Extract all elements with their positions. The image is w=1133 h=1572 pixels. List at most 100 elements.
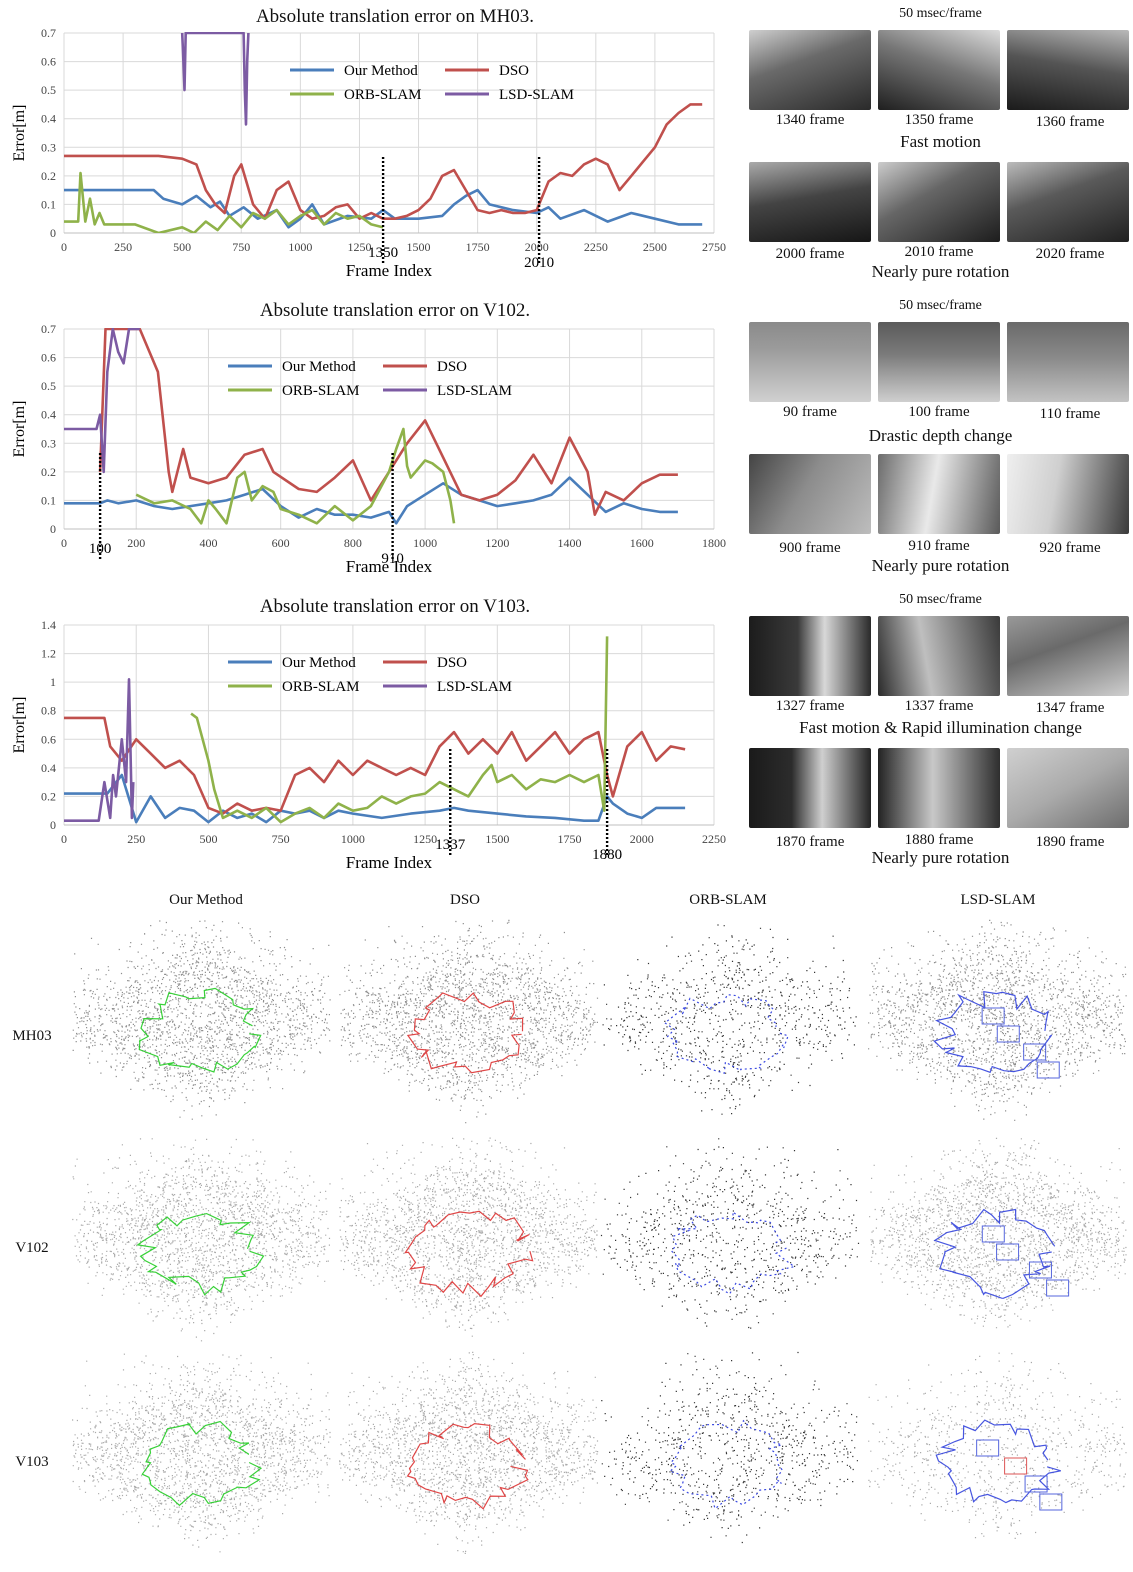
y-tick-label: 0.2 xyxy=(41,169,56,183)
frame-marker-label: 2010 xyxy=(524,255,554,271)
x-tick-label: 1000 xyxy=(413,536,437,550)
camera-frustum xyxy=(976,1439,1000,1457)
frame-marker-label: 910 xyxy=(381,551,404,567)
y-tick-label: 0.4 xyxy=(41,112,56,126)
y-tick-label: 0.8 xyxy=(41,704,56,718)
point-cloud-path xyxy=(72,920,331,1120)
condition-caption: Fast motion & Rapid illumination change xyxy=(799,718,1082,737)
point-cloud-path xyxy=(72,1353,331,1553)
legend-label: LSD-SLAM xyxy=(437,383,512,399)
camera-frustum xyxy=(1024,1475,1048,1493)
x-axis-label: Frame Index xyxy=(346,557,433,576)
x-tick-label: 1750 xyxy=(558,832,582,846)
y-tick-label: 0.6 xyxy=(41,351,56,365)
y-tick-label: 0.4 xyxy=(41,408,56,422)
condition-caption: Fast motion xyxy=(900,132,981,151)
thumbnail-panel-mh03: 50 msec/frame 1340 frame 1350 frame 1360… xyxy=(748,0,1133,290)
camera-frustum xyxy=(996,1243,1020,1261)
series-line-dso xyxy=(98,328,678,516)
point-cloud-path xyxy=(868,1352,1127,1539)
frame-image xyxy=(1007,322,1129,402)
frame-image xyxy=(878,748,1000,828)
frame-image xyxy=(1007,748,1129,828)
camera-frustum xyxy=(1023,1043,1047,1061)
frame-label: 1360 frame xyxy=(1035,114,1105,130)
frame-marker-label: 1880 xyxy=(592,847,622,863)
camera-frustum xyxy=(1004,1457,1028,1475)
x-tick-label: 600 xyxy=(272,536,290,550)
series-line-our-method xyxy=(64,476,678,525)
legend-label: ORB-SLAM xyxy=(344,87,422,103)
series-group xyxy=(64,32,703,233)
trajectory-path xyxy=(663,994,789,1074)
point-cloud-path xyxy=(869,1137,1127,1329)
y-tick-label: 0.3 xyxy=(41,436,56,450)
x-tick-label: 1500 xyxy=(407,240,431,254)
frame-label: 920 frame xyxy=(1039,540,1101,556)
reconstruction-panel xyxy=(598,1350,860,1565)
trajectory-path xyxy=(668,1419,784,1510)
point-cloud xyxy=(72,1138,331,1342)
series-line-orb-slam xyxy=(135,427,456,525)
chart-plot: 0 0.1 0.2 0.3 0.4 0.5 0.6 0.7 0 200 400 600 800 1000 1… xyxy=(11,322,726,576)
y-tick-label: 0.1 xyxy=(41,197,56,211)
series-line-our-method xyxy=(64,188,703,229)
y-axis-label: Error[m] xyxy=(11,401,28,458)
x-tick-label: 1800 xyxy=(702,536,726,550)
frame-image xyxy=(878,616,1000,696)
frame-image xyxy=(878,454,1000,534)
reconstruction-panel xyxy=(866,1136,1128,1351)
x-tick-label: 0 xyxy=(61,240,67,254)
x-tick-label: 2750 xyxy=(702,240,726,254)
camera-frustum xyxy=(1039,1493,1063,1511)
frame-image xyxy=(749,30,871,110)
legend-label: DSO xyxy=(437,359,467,375)
point-cloud xyxy=(600,1138,860,1329)
row-header: MH03 xyxy=(12,1028,52,1044)
x-tick-label: 1500 xyxy=(485,832,509,846)
y-tick-label: 0 xyxy=(50,818,56,832)
frame-label: 1347 frame xyxy=(1035,700,1105,716)
row-header: V103 xyxy=(15,1454,49,1470)
frame-label: 1870 frame xyxy=(775,834,845,850)
point-cloud-points xyxy=(600,1138,860,1329)
chart-v102: Absolute translation error on V102. 0 0.1… xyxy=(0,296,740,581)
legend-label: DSO xyxy=(499,63,529,79)
point-cloud xyxy=(602,924,857,1115)
y-tick-label: 0.1 xyxy=(41,493,56,507)
frame-image xyxy=(1007,30,1129,110)
x-tick-label: 2250 xyxy=(702,832,726,846)
frame-label: 910 frame xyxy=(908,538,970,554)
thumbnail-panel-v102: 50 msec/frame 90 frame 100 frame 110 fra… xyxy=(748,296,1133,586)
x-axis-label: Frame Index xyxy=(346,261,433,280)
frame-label: 1337 frame xyxy=(904,698,974,714)
point-cloud xyxy=(72,920,331,1120)
legend-label: LSD-SLAM xyxy=(437,679,512,695)
x-tick-label: 1400 xyxy=(558,536,582,550)
reconstruction-panel xyxy=(337,1136,599,1351)
point-cloud-points xyxy=(601,1351,858,1544)
thumbnail-panel-v103: 50 msec/frame 1327 frame 1337 frame 1347… xyxy=(748,592,1133,882)
y-tick-label: 0.5 xyxy=(41,379,56,393)
frame-rate-label: 50 msec/frame xyxy=(899,6,982,21)
frame-label: 1340 frame xyxy=(775,112,845,128)
point-cloud-path xyxy=(601,1351,858,1544)
y-tick-label: 0.2 xyxy=(41,465,56,479)
frame-marker-label: 100 xyxy=(89,541,112,557)
reconstruction-panel xyxy=(70,1136,332,1351)
frame-image xyxy=(878,322,1000,402)
column-header: ORB-SLAM xyxy=(689,892,767,908)
point-cloud-path xyxy=(602,924,857,1115)
series-line-lsd-slam xyxy=(64,678,135,822)
series-line-orb-slam xyxy=(190,636,609,824)
y-tick-label: 1 xyxy=(50,675,56,689)
reconstruction-panel xyxy=(866,1350,1128,1565)
point-cloud xyxy=(339,1137,598,1337)
point-cloud-points xyxy=(339,919,599,1124)
x-tick-label: 1750 xyxy=(466,240,490,254)
chart-mh03: Absolute translation error on MH03. 0 0.1… xyxy=(0,0,740,285)
series-line-dso xyxy=(64,103,703,220)
point-cloud xyxy=(72,1353,331,1553)
frame-image xyxy=(1007,162,1129,242)
trajectory-path xyxy=(406,992,524,1074)
